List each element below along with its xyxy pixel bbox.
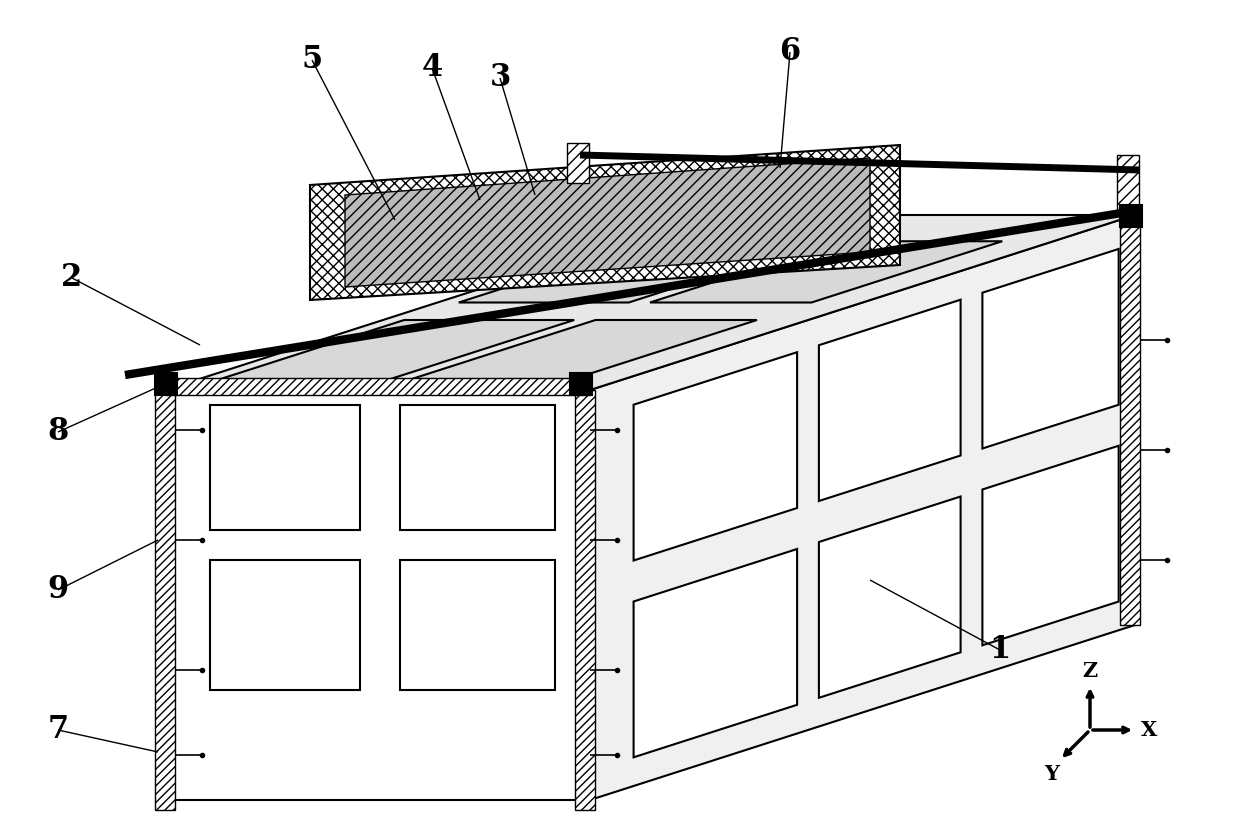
Polygon shape [213,320,574,382]
Bar [1117,155,1140,210]
Bar [155,390,175,810]
Polygon shape [165,215,1135,390]
Polygon shape [590,215,1135,800]
Polygon shape [404,320,756,382]
Polygon shape [165,378,590,395]
Text: 8: 8 [47,417,68,447]
Polygon shape [459,242,820,302]
Bar [575,390,595,810]
Polygon shape [634,352,797,560]
Bar [1120,215,1140,625]
Bar [567,143,589,183]
Bar [1120,205,1142,227]
Polygon shape [982,249,1118,449]
Polygon shape [345,158,870,287]
Bar [155,373,177,395]
Polygon shape [310,145,900,300]
Polygon shape [650,242,1002,302]
Text: 5: 5 [301,44,322,75]
Polygon shape [401,405,556,530]
Text: Z: Z [1083,661,1097,681]
Text: 2: 2 [61,263,83,293]
Text: 4: 4 [422,52,443,84]
Text: 9: 9 [47,574,68,605]
Text: 3: 3 [490,62,511,93]
Polygon shape [401,560,556,690]
Text: 7: 7 [47,714,68,745]
Polygon shape [818,496,961,698]
Bar [570,373,591,395]
Text: X: X [1141,720,1157,740]
Text: Y: Y [1044,764,1059,784]
Text: 6: 6 [780,37,801,67]
Polygon shape [634,549,797,758]
Text: 1: 1 [990,635,1011,666]
Polygon shape [210,405,360,530]
Polygon shape [818,300,961,501]
Polygon shape [982,446,1118,645]
Polygon shape [210,560,360,690]
Polygon shape [165,390,590,800]
